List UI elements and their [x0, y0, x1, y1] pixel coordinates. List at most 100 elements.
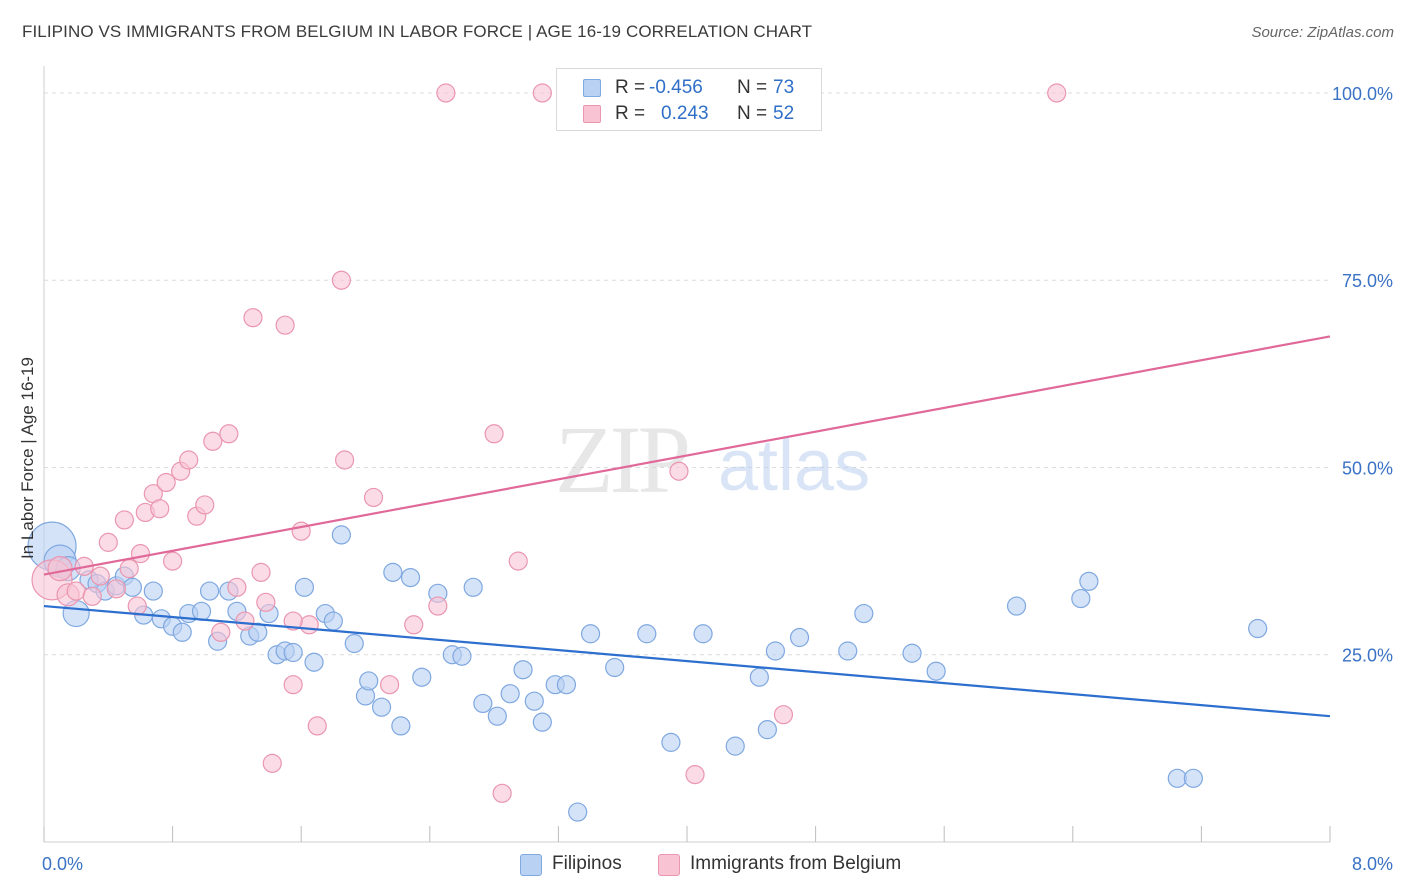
belgium-points [31, 83, 1067, 803]
filipino-point [143, 581, 163, 601]
n-value: 73 [773, 77, 795, 98]
filipino-point [172, 622, 192, 642]
belgium-point [203, 431, 223, 451]
filipino-point [556, 675, 577, 695]
filipino-point [789, 627, 810, 648]
belgium-point [82, 586, 102, 606]
belgium-point [114, 510, 134, 530]
source-note: Source: ZipAtlas.com [1251, 24, 1394, 41]
belgium-point [211, 622, 231, 642]
y-axis-title: In Labor Force | Age 16-19 [18, 357, 37, 559]
belgium-point [436, 83, 456, 103]
filipino-point [391, 716, 411, 736]
series-legend: Filipinos Immigrants from Belgium [0, 852, 1406, 878]
belgium-point [227, 577, 247, 597]
x-tick-label-max: 8.0% [1352, 854, 1393, 874]
y-tick-label: 50.0% [1342, 458, 1393, 478]
belgium-point [156, 472, 176, 493]
y-tick-label: 100.0% [1332, 84, 1393, 104]
filipino-point [1006, 596, 1027, 616]
filipino-point [580, 624, 601, 644]
filipino-point [605, 657, 625, 678]
belgium-point [283, 675, 303, 695]
filipino-point [902, 643, 922, 663]
y-tick-label: 75.0% [1342, 271, 1393, 291]
trend-lines [43, 335, 1331, 718]
x-tick-label-min: 0.0% [42, 854, 83, 874]
belgium-point [262, 753, 282, 773]
filipino-point [122, 577, 143, 597]
filipinos-swatch [583, 79, 601, 97]
belgium-point [106, 579, 126, 599]
filipino-point [568, 802, 588, 822]
filipino-point [1248, 618, 1268, 639]
watermark-atlas: atlas [718, 426, 870, 506]
belgium-point [532, 83, 552, 103]
filipino-point [637, 624, 657, 644]
filipino-point [757, 720, 777, 740]
belgium-point [119, 559, 139, 579]
filipino-point [838, 641, 858, 661]
belgium-point [98, 532, 118, 552]
belgium-point [331, 270, 351, 290]
filipino-point [1071, 588, 1091, 609]
belgium-point [492, 783, 512, 803]
belgium-point [195, 495, 215, 515]
belgium-point [1047, 83, 1067, 103]
belgium-point [179, 450, 199, 470]
belgium-point [363, 487, 384, 508]
filipino-point [661, 732, 681, 752]
belgium-point [47, 556, 73, 582]
filipino-point [283, 642, 303, 663]
r-value: 0.243 [661, 103, 709, 124]
belgium-point [150, 499, 170, 519]
belgium-point [404, 615, 424, 635]
filipino-point [199, 581, 220, 601]
filipino-point [359, 671, 379, 691]
n-label: N = [737, 103, 768, 124]
filipino-point [487, 706, 507, 726]
filipino-point [473, 693, 493, 714]
belgium-point [283, 611, 303, 631]
belgium-point [243, 308, 263, 328]
belgium-point [428, 596, 448, 616]
filipino-point [765, 641, 786, 661]
belgium-point [251, 562, 271, 582]
belgium-point [307, 716, 327, 736]
filipino-point [693, 624, 713, 644]
belgium-point [773, 705, 794, 725]
r-label: R = [615, 103, 646, 124]
filipino-point [854, 603, 874, 624]
belgium-point [90, 566, 110, 586]
axis-labels: 25.0% 50.0% 75.0% 100.0% 0.0% 8.0% In Labor Fo… [18, 84, 1393, 874]
belgium-swatch [583, 105, 601, 123]
filipino-point [371, 697, 392, 717]
filipino-point [926, 661, 946, 681]
filipino-point [463, 577, 483, 597]
filipino-point [412, 667, 432, 687]
belgium-point [299, 615, 319, 635]
belgium-point [685, 764, 705, 785]
filipino-point [304, 652, 324, 672]
filipino-point [1167, 768, 1187, 788]
belgium-point [380, 675, 400, 695]
filipinos-trend-line [43, 604, 1331, 718]
filipino-point [532, 712, 552, 732]
filipino-point [1079, 571, 1099, 591]
filipino-point [513, 660, 533, 680]
belgium-point [275, 315, 295, 335]
belgium-point [66, 581, 86, 601]
y-tick-label: 25.0% [1342, 646, 1393, 666]
chart-title: FILIPINO VS IMMIGRANTS FROM BELGIUM IN L… [22, 22, 813, 41]
filipino-point [191, 601, 212, 621]
filipino-point [1183, 768, 1203, 788]
belgium-point [130, 544, 151, 564]
legend-label-filipinos: Filipinos [552, 853, 622, 874]
filipino-point [344, 633, 364, 654]
watermark: ZIP atlas [555, 406, 870, 513]
filipino-point [524, 691, 544, 711]
belgium-point [256, 592, 276, 612]
filipino-point [452, 646, 472, 666]
filipino-point [749, 667, 769, 687]
